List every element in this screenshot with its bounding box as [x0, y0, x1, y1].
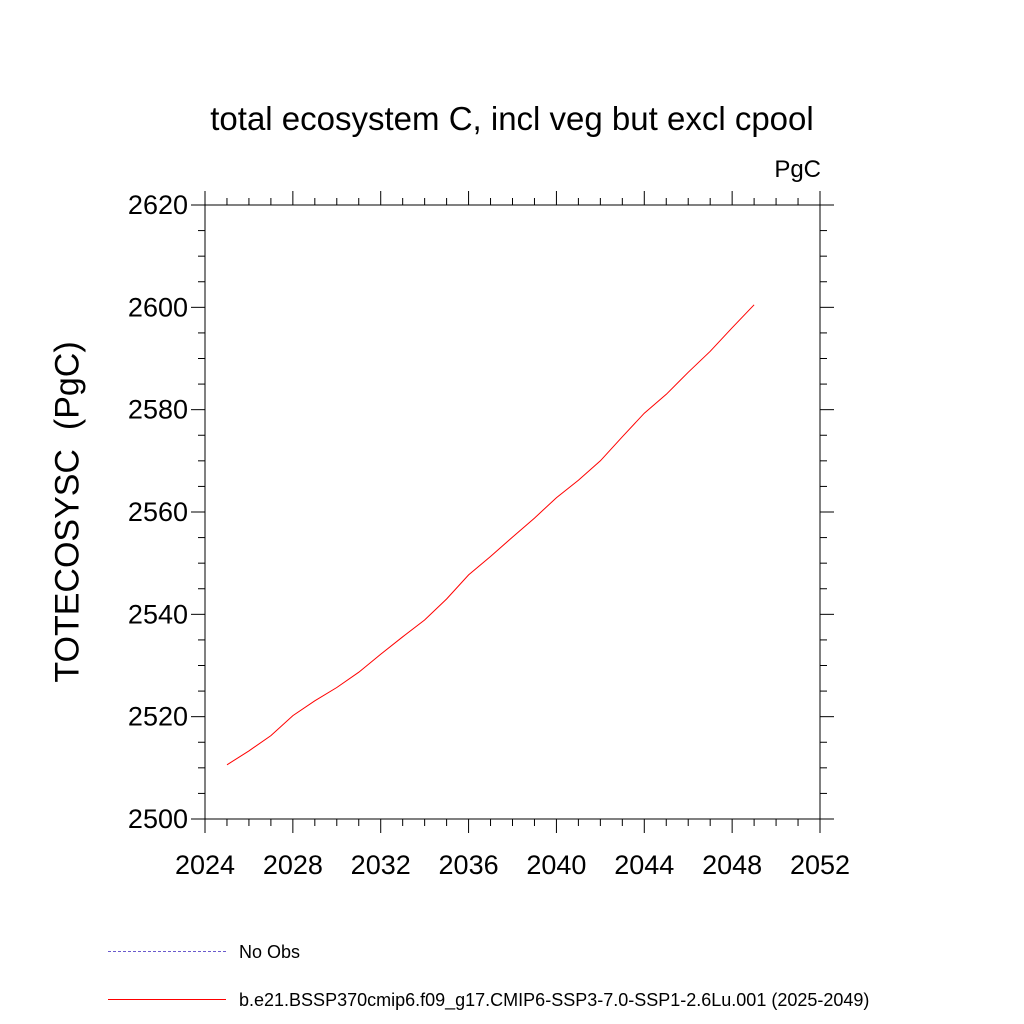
legend-label: No Obs [239, 942, 301, 962]
y-tick-label: 2580 [128, 395, 188, 425]
series-layer [226, 304, 755, 766]
x-tick-label: 2032 [351, 850, 411, 880]
x-tick-label: 2040 [526, 850, 586, 880]
legend-swatch-solid [108, 999, 226, 1000]
legend-item-no-obs: No Obs [108, 937, 1008, 967]
units-label: PgC [774, 156, 821, 183]
y-tick-label: 2520 [128, 702, 188, 732]
x-tick-label: 2052 [790, 850, 850, 880]
x-tick-label: 2048 [702, 850, 762, 880]
legend-label: b.e21.BSSP370cmip6.f09_g17.CMIP6-SSP3-7.… [239, 990, 870, 1010]
y-tick-label: 2560 [128, 497, 188, 527]
y-tick-label: 2540 [128, 599, 188, 629]
plot-frame [204, 204, 821, 820]
x-tick-label: 2044 [614, 850, 674, 880]
legend-swatch-dashed [108, 951, 226, 952]
legend-item-model-run: b.e21.BSSP370cmip6.f09_g17.CMIP6-SSP3-7.… [108, 985, 1008, 1015]
x-tick-label: 2028 [263, 850, 323, 880]
series-line [226, 304, 755, 766]
chart-title: total ecosystem C, incl veg but excl cpo… [210, 100, 814, 137]
y-tick-label: 2600 [128, 292, 188, 322]
x-tick-label: 2036 [439, 850, 499, 880]
x-tick-label: 2024 [175, 850, 235, 880]
axis-ticks: 2024 2028 2032 2036 2040 2044 2048 2052 2500 2520… [128, 190, 850, 880]
y-tick-label: 2620 [128, 190, 188, 220]
y-tick-label: 2500 [128, 804, 188, 834]
